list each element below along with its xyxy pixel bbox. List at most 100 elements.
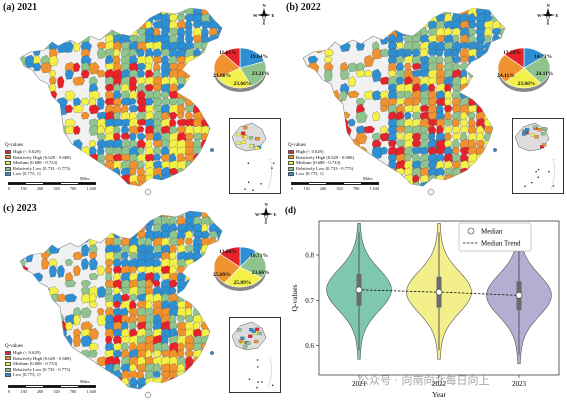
- inset-map-south-china-sea-2023: [229, 317, 281, 393]
- pie-slice-high: [219, 246, 241, 268]
- pie-label-relatively-high: 24.11%: [497, 72, 515, 79]
- inset-map-south-china-sea-2022: [512, 118, 564, 194]
- scalebar-unit: Miles: [80, 176, 90, 181]
- scalebar-tick: 780: [70, 186, 77, 191]
- pie-slice-high: [504, 47, 525, 69]
- scalebar-tick: 260: [319, 186, 327, 191]
- pie-label-medium: 23.66%: [517, 80, 536, 87]
- panel-label-b: (b) 2022: [286, 2, 321, 13]
- pie-slice-relatively-high: [213, 52, 241, 79]
- legend-swatch: [5, 161, 11, 166]
- legend-label: Relatively Low [0.733 - 0.775): [13, 165, 71, 171]
- legend-label: Relatively Low [0.733 - 0.775): [13, 366, 71, 372]
- scalebar-bar: [291, 182, 379, 185]
- pie-slice-relatively-high: [497, 54, 525, 83]
- compass-s-label: S: [262, 21, 266, 26]
- pie-chart-2022: [497, 47, 551, 92]
- legend-label: Low [0.775, 1]: [296, 171, 324, 177]
- china-map-2023: [19, 210, 223, 399]
- pie-slice-relatively-high: [213, 253, 241, 284]
- scalebar-tick: 780: [353, 186, 360, 191]
- pie-slice-high: [222, 47, 241, 69]
- median-marker-2021: [355, 286, 363, 294]
- pie-slice-medium: [217, 67, 252, 89]
- pie-slice-relatively-low: [239, 250, 267, 279]
- watermark-text: 公众号 · 向南向北每日向上: [358, 374, 490, 387]
- legend-item-relatively-high: Relatively High [0.629 - 0.688): [288, 155, 354, 161]
- y-tick-label: 0.7: [305, 297, 314, 305]
- legend-label: Low [0.775, 1]: [13, 372, 41, 378]
- legend-label: Relatively High [0.629 - 0.688): [296, 154, 354, 160]
- legend-item-relatively-low: Relatively Low [0.733 - 0.775): [5, 367, 71, 373]
- median-trend-segment: [361, 289, 437, 293]
- pie-label-relatively-high: 21.88%: [213, 72, 232, 79]
- legend-label: Low [0.775, 1]: [13, 171, 41, 177]
- pie-label-high: 13.39%: [503, 50, 521, 57]
- pie-label-medium: 23.66%: [233, 80, 252, 87]
- legend-item-high: High (< 0.629): [5, 350, 71, 356]
- legend-swatch: [288, 155, 294, 160]
- median-marker-2022: [435, 288, 443, 296]
- legend-label: Relatively Low [0.733 - 0.775): [296, 165, 354, 171]
- legend-item-relatively-high: Relatively High [0.629 - 0.688): [5, 155, 71, 161]
- panel-label-c: (c) 2023: [3, 203, 37, 214]
- panel-label-d: (d): [285, 205, 296, 215]
- legend-item-low: Low [0.775, 1]: [5, 372, 71, 378]
- y-tick-label: 0.8: [305, 251, 314, 259]
- scalebar-2021: 0 130 260 520 780 1,040 Miles: [8, 176, 96, 191]
- scalebar-tick: 260: [36, 389, 44, 394]
- pie-slice-medium: [223, 266, 263, 288]
- legend-trend-label: Median Trend: [481, 240, 521, 248]
- legend-item-medium: Medium [0.688 - 0.733): [5, 160, 71, 166]
- compass-w-label: W: [537, 12, 542, 18]
- violin-chart: (d) 0.6 0.7 0.8 Q-values 2021 2022 2023 Year Medi…: [285, 205, 560, 399]
- pie-label-medium: 25.89%: [233, 279, 252, 286]
- legend-swatch: [288, 166, 294, 171]
- legend-label: Relatively High [0.629 - 0.688): [13, 355, 71, 361]
- x-tick-label: 2023: [512, 380, 527, 388]
- legend-swatch: [288, 161, 294, 166]
- legend-item-medium: Medium [0.688 - 0.733): [5, 361, 71, 367]
- legend-title: Q-values: [5, 344, 24, 349]
- pie-slice-relatively-low: [239, 61, 267, 87]
- legend-swatch: [5, 356, 11, 361]
- compass-s-label: S: [546, 21, 550, 26]
- legend-2023: Q-values High (< 0.629) Relatively High [0…: [5, 344, 71, 378]
- pie-slice-relatively-low: [523, 55, 551, 84]
- x-tick-label: 2022: [432, 380, 447, 388]
- legend-swatch: [288, 172, 294, 177]
- scalebar-tick: 130: [20, 186, 27, 191]
- legend-swatch: [5, 172, 11, 177]
- pie-label-relatively-high: 25.89%: [213, 271, 232, 278]
- legend-title: Q-values: [288, 143, 307, 148]
- y-tick-label: 0.6: [305, 342, 314, 350]
- legend-item-relatively-low: Relatively Low [0.733 - 0.775): [288, 166, 354, 172]
- pie-label-low: 14.73%: [534, 54, 553, 61]
- compass-n-label: N: [546, 2, 550, 8]
- scalebar-tick: 520: [53, 186, 60, 191]
- scalebar-tick: 260: [36, 186, 44, 191]
- legend-label: High (< 0.629): [13, 350, 41, 356]
- legend-swatch: [5, 350, 11, 355]
- legend-item-relatively-low: Relatively Low [0.733 - 0.775): [5, 166, 71, 172]
- legend-item-low: Low [0.775, 1]: [5, 171, 71, 177]
- legend-label: Relatively High [0.629 - 0.688): [13, 154, 71, 160]
- pie-label-low: 10.71%: [250, 253, 269, 260]
- legend-swatch: [5, 149, 11, 154]
- scalebar-tick: 1,040: [86, 389, 96, 394]
- scalebar-2023: 0 130 260 520 780 1,040 Miles: [8, 379, 96, 394]
- compass-e-label: E: [273, 211, 277, 217]
- legend-item-low: Low [0.775, 1]: [288, 171, 354, 177]
- compass-e-label: E: [271, 12, 275, 18]
- legend-label: Medium [0.688 - 0.733): [13, 160, 58, 166]
- scalebar-tick: 0: [291, 186, 294, 191]
- median-trend-segment: [441, 291, 517, 296]
- legend-item-high: High (< 0.629): [5, 149, 71, 155]
- pie-chart-2023: [213, 246, 267, 291]
- legend-swatch: [288, 149, 294, 154]
- x-tick-label: 2021: [352, 380, 367, 388]
- median-marker-2023: [515, 291, 523, 299]
